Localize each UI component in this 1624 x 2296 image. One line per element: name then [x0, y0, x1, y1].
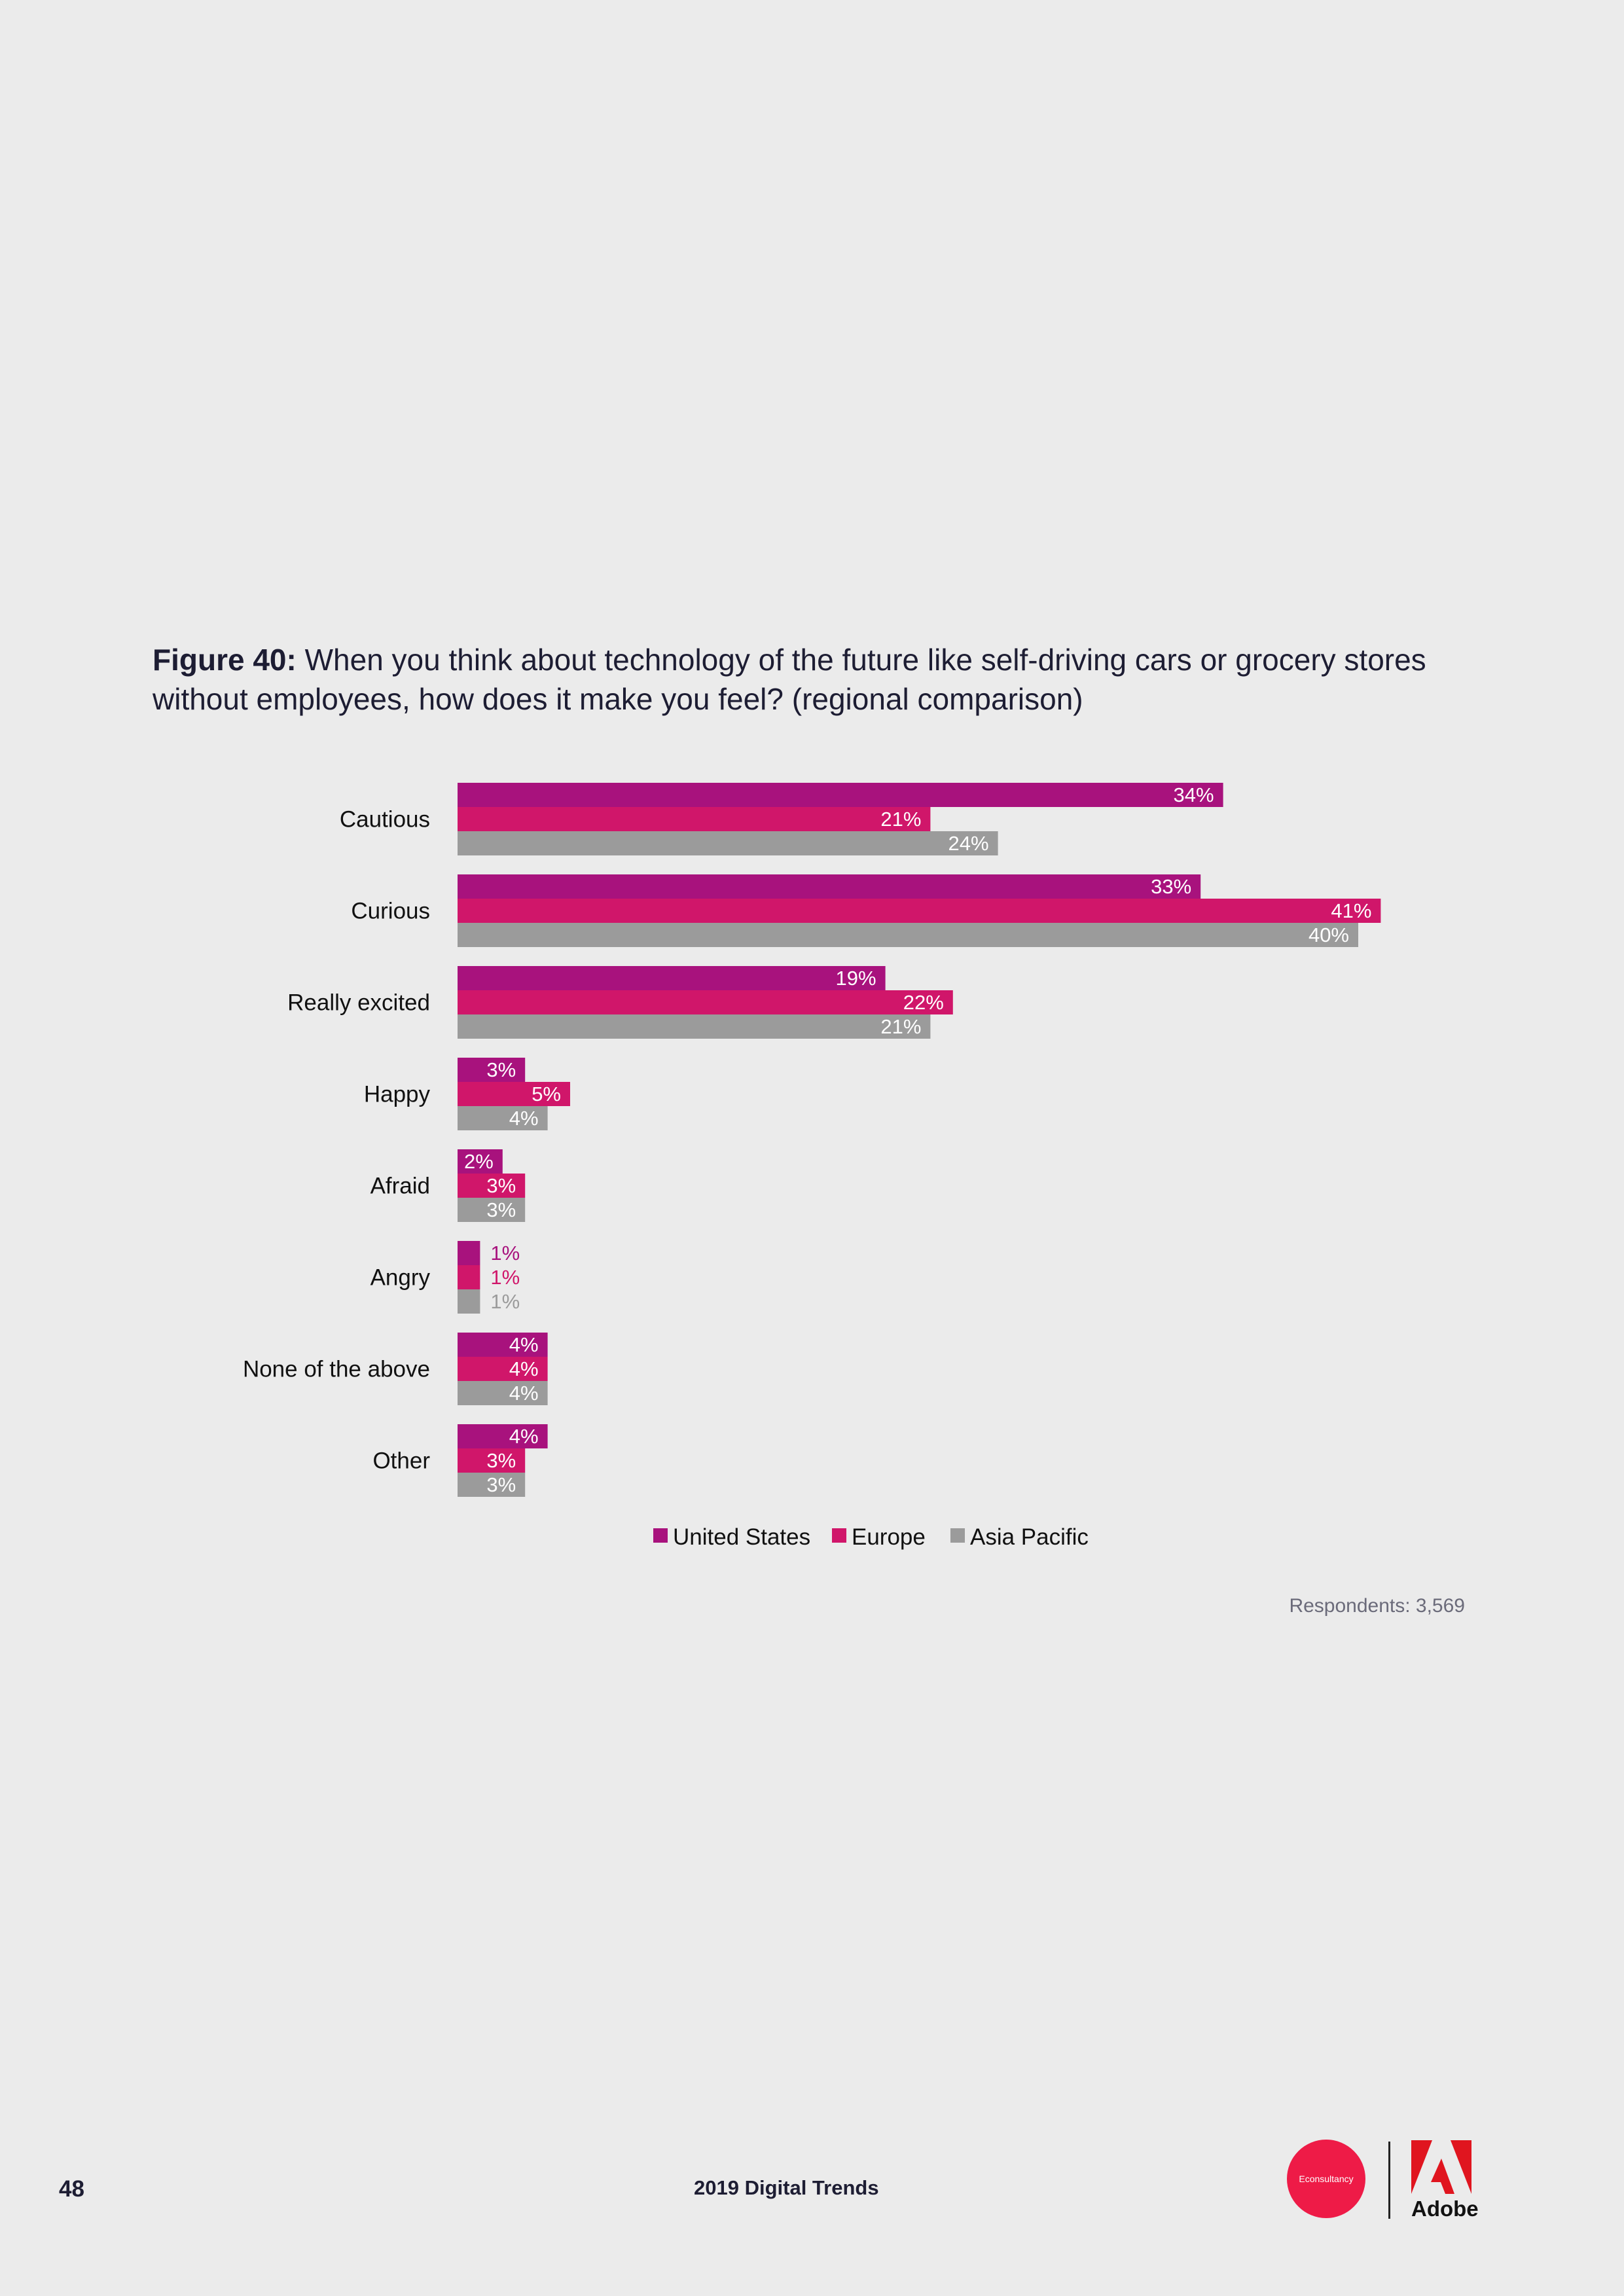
value-label-angry-europe: 1%: [490, 1266, 520, 1289]
value-label-curious-united-states: 33%: [1151, 875, 1191, 898]
bar-really-excited-asia-pacific: [458, 1014, 931, 1039]
bar-cautious-asia-pacific: [458, 831, 998, 855]
category-label-cautious: Cautious: [340, 807, 430, 833]
value-label-cautious-asia-pacific: 24%: [948, 832, 989, 855]
legend-label-asia-pacific: Asia Pacific: [970, 1524, 1089, 1550]
category-label-happy: Happy: [364, 1082, 431, 1107]
value-label-happy-europe: 5%: [532, 1083, 561, 1105]
bar-happy-europe: [458, 1082, 570, 1106]
legend-swatch-united-states: [653, 1528, 668, 1543]
value-label-none-of-the-above-united-states: 4%: [509, 1333, 539, 1356]
bar-curious-asia-pacific: [458, 923, 1358, 947]
figure-label: Figure 40:: [153, 643, 297, 677]
bar-curious-europe: [458, 899, 1381, 923]
bar-none-of-the-above-united-states: [458, 1333, 548, 1357]
bar-afraid-united-states: [458, 1149, 503, 1174]
bar-chart: Cautious 34% 21% 24% Curious 33% 41%40% Really …: [243, 783, 1381, 1550]
category-label-curious: Curious: [351, 899, 430, 924]
legend-swatch-europe: [832, 1528, 846, 1543]
bar-none-of-the-above-europe: [458, 1357, 548, 1381]
value-label-really-excited-europe: 22%: [903, 991, 944, 1014]
figure-question: When you think about technology of the f…: [153, 643, 1426, 716]
legend-label-united-states: United States: [673, 1524, 810, 1550]
value-label-really-excited-united-states: 19%: [836, 967, 876, 990]
econsultancy-logo: Econsultancy: [1287, 2140, 1365, 2218]
value-label-angry-united-states: 1%: [490, 1242, 520, 1265]
bar-other-united-states: [458, 1424, 548, 1448]
footer-report-title: 2019 Digital Trends: [694, 2176, 879, 2199]
bar-other-asia-pacific: [458, 1473, 526, 1497]
value-label-curious-asia-pacific: 40%: [1308, 924, 1349, 946]
logo-divider: [1388, 2142, 1390, 2219]
value-label-really-excited-asia-pacific: 21%: [880, 1015, 921, 1038]
category-label-afraid: Afraid: [370, 1174, 430, 1199]
category-label-angry: Angry: [370, 1265, 431, 1291]
bar-afraid-asia-pacific: [458, 1198, 526, 1222]
value-label-happy-asia-pacific: 4%: [509, 1107, 539, 1130]
bar-really-excited-europe: [458, 990, 953, 1014]
value-label-cautious-united-states: 34%: [1174, 783, 1214, 806]
bar-happy-asia-pacific: [458, 1106, 548, 1130]
respondents-note: Respondents: 3,569: [1289, 1595, 1465, 1617]
legend-swatch-asia-pacific: [950, 1528, 965, 1543]
adobe-wordmark: Adobe: [1411, 2197, 1479, 2221]
value-label-none-of-the-above-asia-pacific: 4%: [509, 1382, 539, 1405]
value-label-afraid-asia-pacific: 3%: [486, 1198, 516, 1221]
value-label-other-asia-pacific: 3%: [486, 1473, 516, 1496]
category-label-really-excited: Really excited: [287, 990, 430, 1016]
adobe-logo: Adobe: [1411, 2140, 1479, 2221]
bar-none-of-the-above-asia-pacific: [458, 1381, 548, 1405]
value-label-happy-united-states: 3%: [486, 1058, 516, 1081]
bar-angry-united-states: [458, 1241, 480, 1265]
bar-other-europe: [458, 1448, 526, 1473]
value-label-angry-asia-pacific: 1%: [490, 1290, 520, 1313]
value-label-afraid-united-states: 2%: [464, 1150, 494, 1173]
bar-afraid-europe: [458, 1174, 526, 1198]
page-number: 48: [59, 2176, 84, 2202]
value-label-other-united-states: 4%: [509, 1425, 539, 1448]
category-label-none-of-the-above: None of the above: [243, 1357, 430, 1382]
bar-angry-asia-pacific: [458, 1289, 480, 1314]
adobe-logo-icon: [1411, 2140, 1471, 2194]
value-label-curious-europe: 41%: [1331, 899, 1371, 922]
value-label-other-europe: 3%: [486, 1449, 516, 1472]
value-label-afraid-europe: 3%: [486, 1174, 516, 1197]
figure-title: Figure 40: When you think about technolo…: [153, 640, 1475, 719]
value-label-none-of-the-above-europe: 4%: [509, 1357, 539, 1380]
bar-cautious-europe: [458, 807, 931, 831]
legend-label-europe: Europe: [852, 1524, 926, 1550]
category-label-other: Other: [372, 1448, 430, 1474]
bar-curious-united-states: [458, 874, 1201, 899]
value-label-cautious-europe: 21%: [880, 808, 921, 831]
bar-angry-europe: [458, 1265, 480, 1289]
bar-cautious-united-states: [458, 783, 1223, 807]
bar-really-excited-united-states: [458, 966, 886, 990]
econsultancy-logo-text: Econsultancy: [1299, 2174, 1354, 2184]
bar-happy-united-states: [458, 1058, 526, 1082]
